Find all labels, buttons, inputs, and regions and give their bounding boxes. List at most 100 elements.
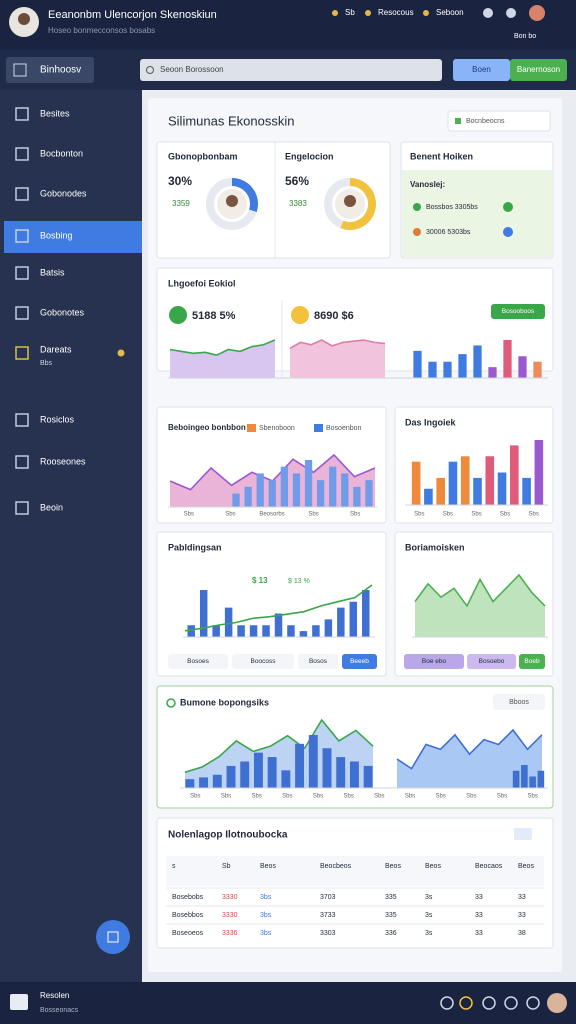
table-cell: 3703: [320, 894, 336, 901]
bar: [337, 607, 345, 637]
search-box[interactable]: [140, 59, 442, 81]
table-cell: Bosebobs: [172, 894, 204, 901]
button[interactable]: [298, 654, 338, 669]
kpi-card: [156, 141, 391, 259]
bar: [274, 613, 283, 637]
table-cell: 3336: [222, 930, 238, 937]
x-tick-label: Sbs: [497, 794, 507, 800]
bar: [448, 461, 458, 505]
bar: [460, 456, 470, 505]
nav-item: Rosiclos: [40, 414, 75, 424]
bar: [212, 774, 222, 788]
fab[interactable]: [96, 920, 130, 954]
button[interactable]: [510, 59, 567, 81]
x-tick-label: Sbs: [435, 794, 445, 800]
menu-button[interactable]: [6, 57, 94, 83]
menu-icon: [13, 63, 27, 77]
bar: [240, 761, 250, 788]
footer-icon-button[interactable]: [482, 996, 496, 1010]
bar: [349, 761, 359, 788]
dropdown[interactable]: [447, 110, 551, 132]
footer-icon-button[interactable]: [526, 996, 540, 1010]
table-cell: 335: [385, 912, 397, 919]
x-tick-label: Sbs: [405, 794, 415, 800]
button-label: Boe ebo: [422, 658, 447, 665]
icon-button[interactable]: [483, 8, 493, 18]
footer-icon-button[interactable]: [504, 996, 518, 1010]
x-tick-label: Beosorbs: [259, 512, 284, 518]
bar: [256, 473, 264, 507]
icon: [365, 10, 371, 16]
annotation: $ 13: [252, 576, 268, 585]
item-badge: [503, 227, 513, 237]
icon-button[interactable]: [506, 8, 516, 18]
x-tick-label: Sbs: [350, 512, 360, 518]
table-cell: 335: [385, 894, 397, 901]
bar: [341, 473, 349, 507]
donut-arc: [231, 178, 258, 213]
button[interactable]: [519, 654, 545, 669]
annotation: $ 13 %: [288, 578, 310, 585]
footer-icon-button[interactable]: [459, 996, 473, 1010]
card-title: Boriamoisken: [405, 542, 465, 552]
button-label: Bosooboos: [502, 308, 535, 315]
x-tick-label: Sbs: [500, 512, 510, 518]
button-label: Bosoebo: [479, 658, 505, 665]
column-header: Beos: [425, 863, 441, 870]
button[interactable]: [404, 654, 464, 669]
nav-item: Gobonodes: [40, 188, 87, 198]
x-tick-label: Sbs: [190, 794, 200, 800]
table-toggle[interactable]: [514, 828, 532, 840]
table-cell: Boseoeos: [172, 930, 204, 937]
icon: [423, 10, 429, 16]
table-cell: 33: [518, 912, 526, 919]
button-label: Boocoss: [251, 658, 277, 665]
x-tick-label: Sbs: [251, 794, 261, 800]
footer-icon-button[interactable]: [440, 996, 454, 1010]
user-avatar[interactable]: [529, 5, 545, 21]
table-cell: 3303: [320, 930, 336, 937]
button[interactable]: [168, 654, 228, 669]
budget-card: [156, 531, 387, 677]
button[interactable]: [232, 654, 294, 669]
x-tick-label: Sbs: [414, 512, 424, 518]
line: [184, 718, 374, 774]
donut-arc: [340, 178, 376, 230]
bar: [299, 631, 308, 637]
x-tick-label: Sbs: [466, 794, 476, 800]
button[interactable]: [453, 59, 510, 81]
bar: [224, 607, 233, 637]
item-icon: [413, 228, 421, 236]
bar: [497, 472, 507, 505]
donut-photo-face: [226, 195, 238, 207]
bar: [510, 445, 519, 505]
bar: [503, 340, 512, 378]
nav-note: Bbs: [40, 360, 53, 367]
button[interactable]: [467, 654, 516, 669]
x-tick-label: Sbs: [529, 512, 539, 518]
button[interactable]: [491, 304, 545, 319]
nav-dot: [117, 349, 125, 357]
button[interactable]: [342, 654, 377, 669]
bar: [521, 765, 528, 788]
table-cell: 3330: [222, 894, 238, 901]
bar: [185, 779, 195, 788]
area-fill: [170, 340, 275, 378]
nav-icon: [15, 229, 29, 243]
bar: [518, 356, 527, 378]
card-title: Engelocion: [285, 151, 334, 161]
nav-item: Besites: [40, 108, 70, 118]
bar: [473, 345, 482, 378]
button[interactable]: [493, 694, 545, 710]
bar: [253, 752, 263, 788]
footer-avatar[interactable]: [547, 993, 567, 1013]
bar: [353, 486, 361, 507]
search-placeholder: Seoon Borossoon: [160, 65, 224, 74]
bar: [287, 625, 295, 637]
column-header: Beocaos: [475, 863, 503, 870]
bar: [249, 625, 258, 637]
nav-icon: [15, 455, 29, 469]
bar: [295, 743, 305, 788]
bar: [308, 735, 318, 788]
